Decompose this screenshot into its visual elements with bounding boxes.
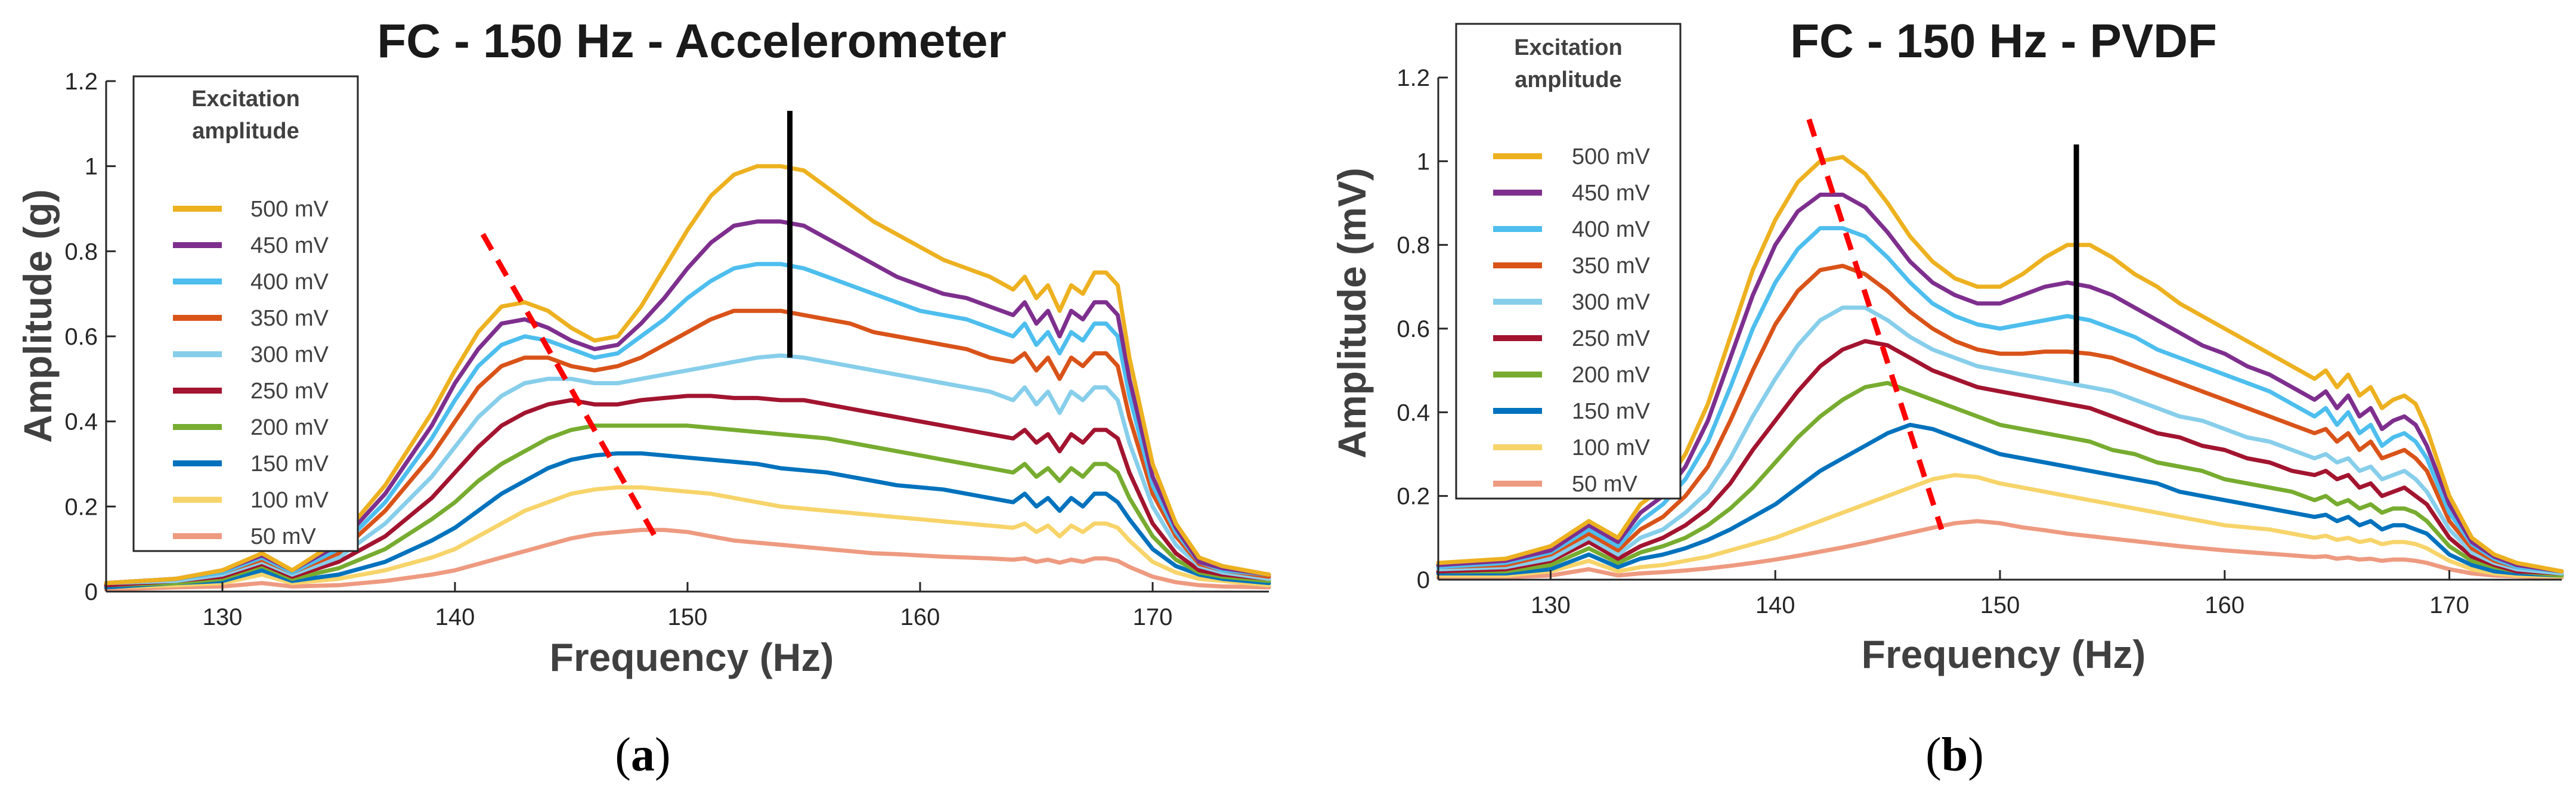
series-line-350-mv <box>1436 264 2564 574</box>
y-tick-label: 0 <box>1417 567 1430 593</box>
panel-caption: (a) <box>615 729 670 781</box>
series-group <box>1436 154 2564 580</box>
legend: Excitation amplitude 500 mV 450 mV 400 mV 350… <box>132 75 359 552</box>
legend-label: 300 mV <box>1572 290 1651 315</box>
legend-title: amplitude <box>1515 67 1621 92</box>
panel-caption: (b) <box>1925 729 1984 781</box>
legend-title: amplitude <box>192 119 299 144</box>
annotation-group <box>1806 118 2079 531</box>
legend-label: 350 mV <box>1572 253 1651 278</box>
y-tick-label: 0.8 <box>64 239 98 265</box>
series-line-250-mv <box>1436 339 2564 575</box>
panel-b: FC - 150 Hz - PVDF Amplitude (mV) Freque… <box>1330 14 2564 781</box>
legend-title: Excitation <box>1514 35 1623 60</box>
y-axis-label: Amplitude (mV) <box>1330 168 1374 459</box>
y-tick-label: 0.2 <box>1397 484 1430 510</box>
series-line-50-mv <box>104 528 1271 592</box>
x-tick-label: 140 <box>435 604 475 630</box>
x-axis-label: Frequency (Hz) <box>1862 632 2146 676</box>
y-tick-label: 0.4 <box>64 409 98 435</box>
legend-label: 450 mV <box>250 233 329 258</box>
legend-label: 100 mV <box>1572 435 1651 460</box>
x-tick-label: 160 <box>2205 592 2244 618</box>
series-line-150-mv <box>104 451 1271 590</box>
y-tick-label: 0.2 <box>64 494 98 520</box>
series-line-200-mv <box>1436 380 2564 578</box>
legend-label: 400 mV <box>1572 217 1651 242</box>
legend-box <box>1455 23 1682 500</box>
series-line-400-mv <box>1436 226 2564 574</box>
series-line-500-mv <box>104 164 1271 586</box>
x-tick-label: 130 <box>1531 592 1571 618</box>
y-tick-label: 0.6 <box>1397 316 1430 342</box>
chart-title: FC - 150 Hz - Accelerometer <box>377 14 1006 67</box>
series-line-50-mv <box>1436 519 2564 580</box>
legend-label: 50 mV <box>250 524 316 549</box>
y-tick-label: 0.6 <box>64 324 98 350</box>
panel-a: FC - 150 Hz - Accelerometer Amplitude (g… <box>16 14 1271 781</box>
series-line-100-mv <box>104 485 1271 590</box>
y-tick-label: 0.4 <box>1397 400 1430 426</box>
y-tick-label: 1 <box>85 154 98 180</box>
x-tick-label: 170 <box>2429 592 2469 618</box>
x-tick-label: 150 <box>668 604 708 630</box>
legend-label: 50 mV <box>1572 472 1637 497</box>
x-tick-label: 140 <box>1755 592 1795 618</box>
legend-label: 350 mV <box>250 306 329 331</box>
caption-letter: b <box>1942 729 1968 781</box>
x-tick-label: 170 <box>1133 604 1173 630</box>
legend-label: 300 mV <box>250 342 329 367</box>
x-tick-label: 160 <box>900 604 940 630</box>
series-line-350-mv <box>104 308 1271 586</box>
series-group <box>104 164 1271 592</box>
y-tick-label: 1.2 <box>1397 65 1430 91</box>
y-tick-label: 1.2 <box>64 69 98 95</box>
legend-label: 250 mV <box>250 379 329 404</box>
caption-letter: a <box>631 729 655 781</box>
legend-label: 200 mV <box>1572 363 1651 388</box>
y-tick-label: 0.8 <box>1397 233 1430 259</box>
legend-label: 150 mV <box>1572 399 1651 424</box>
legend-label: 150 mV <box>250 451 329 476</box>
peak-shift-dashed-line <box>1806 118 1945 531</box>
legend: Excitation amplitude 500 mV 450 mV 400 mV 350… <box>1455 23 1682 500</box>
series-line-150-mv <box>1436 422 2564 578</box>
axes: 130 140 150 160 170 0 0.2 0.4 0.6 0.8 1 1.2 <box>64 69 1269 630</box>
x-axis-label: Frequency (Hz) <box>550 635 834 679</box>
x-tick-label: 150 <box>1980 592 2020 618</box>
series-line-400-mv <box>104 262 1271 586</box>
legend-label: 450 mV <box>1572 181 1651 206</box>
series-line-450-mv <box>104 219 1271 586</box>
series-line-100-mv <box>1436 473 2564 578</box>
annotation-group <box>480 110 793 538</box>
series-line-450-mv <box>1436 193 2564 574</box>
series-line-300-mv <box>104 353 1271 586</box>
legend-box <box>132 75 359 552</box>
series-line-500-mv <box>1436 154 2564 574</box>
x-tick-label: 130 <box>203 604 243 630</box>
y-axis-label: Amplitude (g) <box>16 189 60 442</box>
chart-title: FC - 150 Hz - PVDF <box>1790 14 2217 67</box>
legend-label: 250 mV <box>1572 326 1651 351</box>
legend-label: 400 mV <box>250 270 329 295</box>
legend-title: Excitation <box>191 86 300 112</box>
legend-label: 500 mV <box>250 197 329 222</box>
y-tick-label: 0 <box>85 579 98 605</box>
legend-label: 200 mV <box>250 415 329 440</box>
legend-label: 500 mV <box>1572 144 1651 169</box>
series-line-200-mv <box>104 423 1271 587</box>
y-tick-label: 1 <box>1417 148 1430 175</box>
axes: 130 140 150 160 170 0 0.2 0.4 0.6 0.8 1 1.2 <box>1397 65 2562 618</box>
series-line-250-mv <box>104 394 1271 587</box>
legend-label: 100 mV <box>250 488 329 513</box>
series-line-300-mv <box>1436 305 2564 575</box>
